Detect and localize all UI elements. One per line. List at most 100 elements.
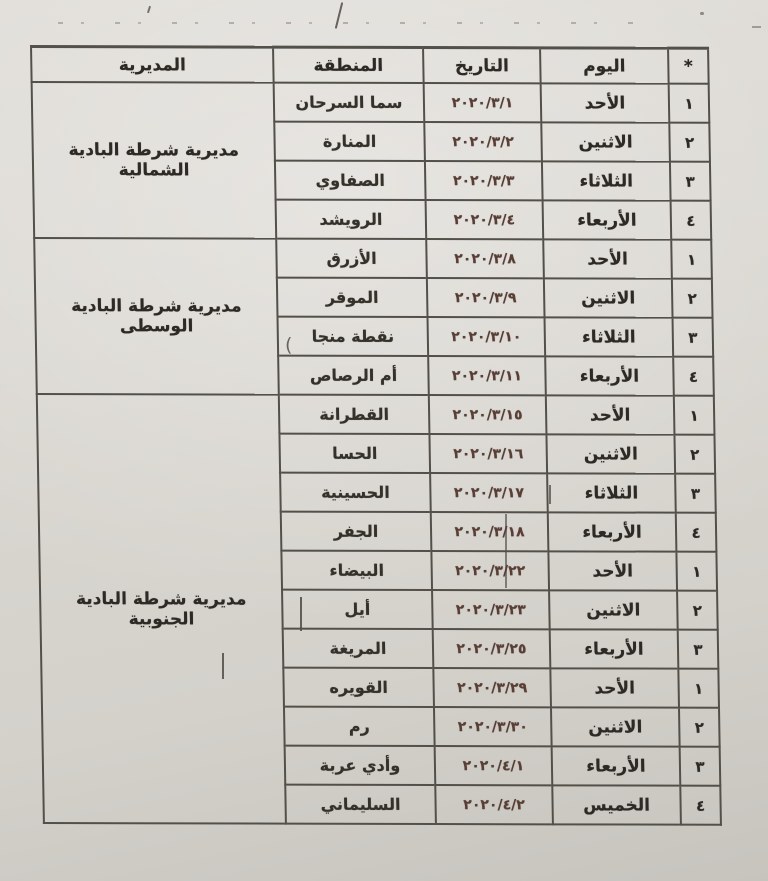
region-text: الرويشد [319, 209, 383, 229]
cell-region: الحسا [279, 433, 431, 474]
cell-num: ٤ [673, 356, 714, 396]
region-text: السليماني [320, 794, 401, 814]
cell-num: ٣ [677, 629, 719, 669]
cell-region: أم الرصاص [278, 355, 429, 396]
cell-region: سما السرحان [273, 82, 425, 123]
region-text: الجفر [333, 521, 379, 541]
date-text: ٢٠٢٠/٣/٢ [452, 133, 514, 150]
num-text: ٤ [686, 211, 696, 230]
num-text: ٣ [693, 640, 703, 659]
region-text: المريغة [329, 638, 387, 658]
num-text: ٣ [685, 172, 695, 191]
cell-num: ٢ [674, 434, 716, 474]
region-text: الحسينية [320, 482, 390, 502]
num-text: ٤ [695, 796, 706, 815]
cell-day: الأحد [545, 395, 675, 435]
region-text: سما السرحان [295, 92, 403, 112]
scan-noise-line [58, 22, 648, 24]
cell-num: ١ [668, 83, 710, 123]
header-num: * [668, 48, 709, 84]
cell-day: الثلاثاء [547, 473, 676, 513]
cell-num: ٣ [675, 473, 716, 513]
cell-region: المنارة [274, 121, 425, 162]
region-text: أم الرصاص [309, 365, 398, 385]
cell-day: الأحد [543, 239, 672, 279]
header-date-text: التاريخ [454, 55, 509, 76]
day-text: الاثنين [586, 599, 641, 621]
cell-day: الاثنين [546, 434, 676, 474]
num-text: ٤ [691, 523, 701, 542]
day-text: الاثنين [580, 287, 636, 309]
scan-dot-mark [700, 12, 704, 15]
day-text: الأربعاء [582, 521, 642, 543]
date-text: ٢٠٢٠/٣/١١ [451, 367, 523, 384]
day-text: الاثنين [583, 443, 638, 465]
table-row: ١ الأحد ٢٠٢٠/٣/١ سما السرحان مديرية شرطة الب… [31, 82, 710, 239]
day-text: الأحد [594, 677, 636, 699]
directorate-text: مديرية شرطة البادية الشمالية [68, 140, 240, 181]
scan-tick-mark [146, 5, 152, 14]
region-text: الموقر [325, 287, 379, 307]
region-text: رم [348, 716, 370, 736]
cell-date: ٢٠٢٠/٣/٢٣ [432, 590, 550, 630]
cell-date: ٢٠٢٠/٣/٤ [425, 200, 544, 240]
cell-region: رم [283, 706, 435, 747]
cell-region: المريغة [282, 628, 434, 669]
date-text: ٢٠٢٠/٣/١ [451, 94, 514, 111]
cell-region: الجفر [280, 511, 432, 552]
cell-region: أيل [282, 589, 433, 630]
cell-day: الأربعاء [542, 200, 672, 240]
directorate-text: مديرية شرطة البادية الوسطى [70, 296, 242, 337]
directorate-cell: مديرية شرطة البادية الشمالية [31, 82, 277, 239]
header-directorate: المديرية [31, 46, 274, 83]
cell-region: وأدي عربة [284, 745, 436, 786]
day-text: الثلاثاء [579, 170, 634, 192]
header-day-text: اليوم [583, 55, 626, 77]
num-text: ١ [684, 94, 694, 113]
cell-date: ٢٠٢٠/٣/٢٥ [432, 629, 551, 669]
cell-day: الثلاثاء [541, 161, 671, 201]
cell-date: ٢٠٢٠/٣/٣٠ [433, 707, 552, 747]
num-text: ١ [686, 250, 697, 269]
cell-num: ٣ [672, 317, 714, 357]
region-text: وأدي عربة [319, 755, 401, 775]
region-text: المنارة [322, 131, 377, 151]
cell-region: القويره [283, 667, 434, 708]
cell-region: الأزرق [276, 238, 427, 279]
cell-region: نقطة منجا [277, 316, 429, 357]
cell-date: ٢٠٢٠/٣/٣ [424, 161, 543, 201]
header-row: * اليوم التاريخ المنطقة المديرية [31, 46, 709, 84]
cell-region: الموقر [276, 277, 428, 318]
region-text: نقطة منجا [311, 326, 395, 346]
cell-day: الخميس [552, 785, 681, 825]
region-text: الصفاوي [315, 170, 386, 190]
directorate-text: مديرية شرطة البادية الجنوبية [75, 588, 247, 629]
date-text: ٢٠٢٠/٤/٢ [463, 796, 525, 813]
region-text: الحسا [331, 443, 378, 463]
region-text: القويره [329, 677, 389, 697]
day-text: الثلاثاء [584, 482, 639, 504]
day-text: الأربعاء [586, 755, 646, 777]
cell-day: الأربعاء [551, 746, 681, 786]
date-text: ٢٠٢٠/٣/٣ [452, 172, 515, 189]
region-text: البيضاء [329, 560, 385, 580]
scan-slash-mark [334, 2, 344, 29]
num-text: ١ [693, 679, 704, 698]
cell-day: الاثنين [550, 707, 680, 747]
num-text: ١ [689, 406, 699, 425]
cell-date: ٢٠٢٠/٤/٢ [435, 785, 553, 825]
date-text: ٢٠٢٠/٣/١٨ [454, 523, 525, 540]
cell-day: الثلاثاء [544, 317, 674, 357]
date-text: ٢٠٢٠/٣/١٠ [451, 328, 522, 345]
day-text: الأربعاء [579, 365, 640, 387]
cell-day: الأربعاء [547, 512, 677, 552]
num-text: ٢ [684, 133, 695, 152]
num-text: ٣ [690, 484, 701, 503]
num-text: ٣ [688, 328, 698, 347]
num-text: ٢ [690, 445, 700, 464]
cell-date: ٢٠٢٠/٣/١٨ [430, 512, 549, 552]
cell-day: الاثنين [549, 590, 678, 630]
cell-num: ٢ [671, 278, 713, 318]
cell-day: الأحد [540, 83, 670, 123]
